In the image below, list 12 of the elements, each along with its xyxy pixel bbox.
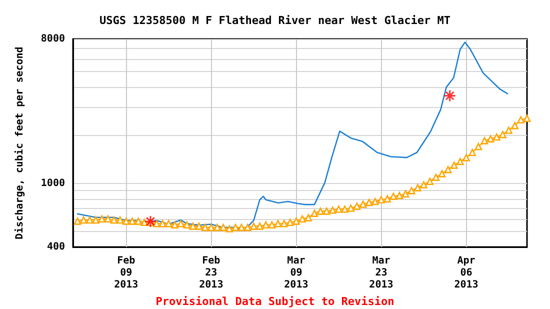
y-tick-label: 8000 xyxy=(40,34,65,44)
chart-title: USGS 12358500 M F Flathead River near West Glacier MT xyxy=(100,14,451,27)
x-tick-label: Feb 09 2013 xyxy=(114,256,138,290)
y-axis-title: Discharge, cubic feet per second xyxy=(14,46,26,240)
line-series xyxy=(76,42,508,231)
x-tick-label: Mar 23 2013 xyxy=(369,256,394,290)
x-tick-label: Mar 09 2013 xyxy=(284,256,308,290)
y-tick-label: 400 xyxy=(46,242,65,252)
y-tick-label: 1000 xyxy=(40,178,65,189)
text: Provisional Data Subject to Revision xyxy=(156,295,394,308)
x-tick-label: Feb 23 2013 xyxy=(199,256,224,290)
x-tick-label: Apr 06 2013 xyxy=(454,256,478,290)
